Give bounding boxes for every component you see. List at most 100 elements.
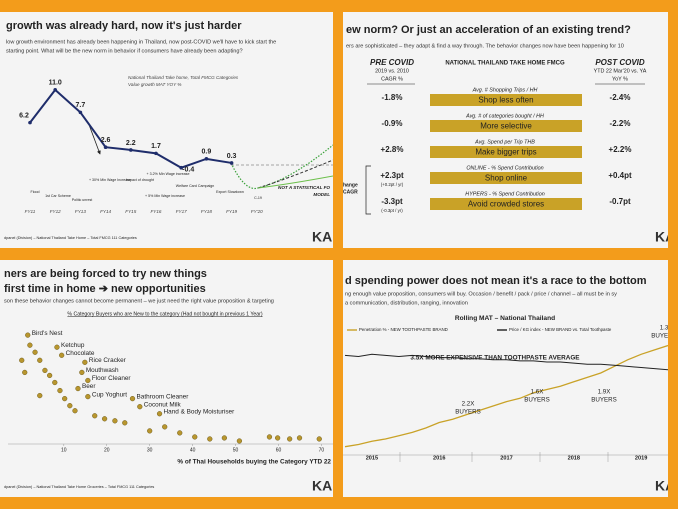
point — [137, 404, 143, 410]
value-label: 2.6 — [101, 137, 111, 144]
pre-covid-value: -1.8% — [382, 93, 403, 102]
projection-mid — [257, 159, 333, 189]
forecast-note: NOT A STATISTICAL FO — [278, 185, 330, 190]
table-header: YoY % — [612, 76, 628, 82]
subtitle: low growth environment has already been … — [6, 39, 276, 45]
action-label: Shop online — [485, 174, 528, 183]
event-annotation: 1st Car Scheme — [45, 194, 71, 198]
point — [32, 349, 38, 355]
value-label: 7.7 — [76, 102, 86, 109]
annotation: BUYERS — [591, 397, 616, 404]
point — [236, 438, 243, 444]
x-axis-title: % of Thai Households buying the Category… — [177, 459, 331, 466]
point — [204, 157, 209, 161]
slide-new-norm: ew norm? Or just an acceleration of an e… — [343, 12, 668, 248]
x-tick-label: 60 — [276, 447, 282, 453]
slide-title: d spending power does not mean it's a ra… — [345, 275, 647, 287]
metric-label: Avg. # of categories bought / HH — [465, 113, 544, 119]
annotation: 1.3 — [660, 325, 669, 332]
value-label: 0.3 — [227, 153, 237, 160]
x-tick-label: FY'20 — [251, 209, 263, 214]
value-label: 1.7 — [151, 143, 161, 150]
point — [207, 436, 213, 442]
point — [54, 344, 60, 350]
x-tick-label: FY19 — [226, 209, 237, 214]
point-label: Hand & Body Moisturiser — [164, 408, 236, 415]
action-bar — [430, 94, 582, 106]
subtitle: starting point. What will be the new nor… — [6, 48, 243, 54]
annotation: 1.6X — [531, 389, 544, 396]
chart-caption: % Category Buyers who are New to the cat… — [67, 311, 262, 317]
point — [72, 408, 78, 414]
point — [103, 145, 108, 150]
pre-covid-value: +2.8% — [381, 145, 404, 154]
footer: dpanel (Division) – National Thailand Ta… — [4, 236, 137, 240]
action-label: More selective — [480, 122, 532, 131]
footer: dpanel (Division) – National Thailand Ta… — [4, 485, 154, 489]
slide-title: first time in home ➔ new opportunities — [4, 283, 206, 295]
point — [192, 434, 198, 440]
side-label: hange — [343, 182, 358, 188]
pre-covid-value: -3.3pt — [381, 197, 403, 206]
value-label: -0.4 — [182, 167, 194, 174]
annotation: BUYERS — [455, 409, 480, 416]
point — [177, 430, 183, 436]
point — [287, 436, 293, 442]
point — [75, 385, 81, 392]
point-label: Rice Cracker — [89, 357, 127, 364]
point — [47, 372, 53, 379]
slide-spending: d spending power does not mean it's a ra… — [343, 260, 675, 497]
point — [229, 161, 234, 165]
chart-title: Rolling MAT – National Thailand — [455, 315, 555, 322]
table-header: NATIONAL THAILAND TAKE HOME FMCG — [445, 61, 565, 67]
metric-label: HYPERS - % Spend Contribution — [465, 191, 544, 197]
subtitle: a communication, distribution, ranging, … — [345, 300, 468, 306]
legend-label: Price / KG index - NEW BRAND vs. Total T… — [509, 327, 612, 332]
point — [85, 377, 91, 384]
series-line — [344, 344, 668, 448]
event-annotation: Impact of drought — [126, 178, 154, 182]
value-label: 2.2 — [126, 140, 136, 147]
series-line — [344, 353, 668, 371]
point — [19, 357, 25, 363]
slide-bg — [343, 260, 668, 497]
point — [62, 396, 68, 402]
logo: KA — [655, 478, 675, 494]
pre-covid-value: +2.3pt — [380, 171, 404, 180]
pre-covid-sub: (+0.2pt / yr) — [381, 182, 404, 187]
table-header: POST COVID — [595, 58, 645, 67]
pre-covid-value: -0.9% — [382, 119, 403, 128]
x-tick-label: 50 — [233, 447, 239, 453]
table-header: CAGR % — [381, 76, 403, 82]
x-tick-label: 2018 — [568, 455, 580, 461]
event-annotation: Export Slowdown — [216, 190, 244, 194]
point — [122, 420, 128, 426]
x-tick-label: 20 — [104, 447, 110, 453]
point — [221, 435, 227, 441]
point — [57, 387, 63, 394]
metric-label: Avg. Spend per Trip THB — [474, 139, 535, 145]
point — [179, 165, 183, 170]
point — [266, 434, 273, 440]
point — [25, 332, 31, 338]
slide-title: ew norm? Or just an acceleration of an e… — [346, 24, 631, 36]
annotation: 3.5X MORE EXPENSIVE THAN TOOTHPASTE AVER… — [410, 355, 580, 362]
annotation: BUYERS — [524, 397, 549, 404]
x-tick-label: FY14 — [100, 209, 111, 214]
point — [156, 411, 163, 417]
point — [85, 394, 91, 400]
logo: KA — [312, 229, 332, 245]
point — [92, 413, 98, 419]
point-label: Bathroom Cleaner — [137, 393, 190, 400]
x-tick-label: FY15 — [125, 209, 136, 214]
event-annotation: + 5% Min Wage increase — [145, 194, 185, 198]
point — [316, 436, 322, 442]
point — [101, 416, 108, 422]
event-annotation: + 30% Min Wage Increase — [89, 178, 131, 182]
point — [112, 418, 118, 424]
point-label: Beer — [82, 383, 96, 390]
point — [147, 428, 153, 434]
slide-title: ners are being forced to try new things — [4, 268, 207, 280]
legend-label: Penetration % - NEW TOOTHPASTE BRAND — [359, 327, 448, 332]
